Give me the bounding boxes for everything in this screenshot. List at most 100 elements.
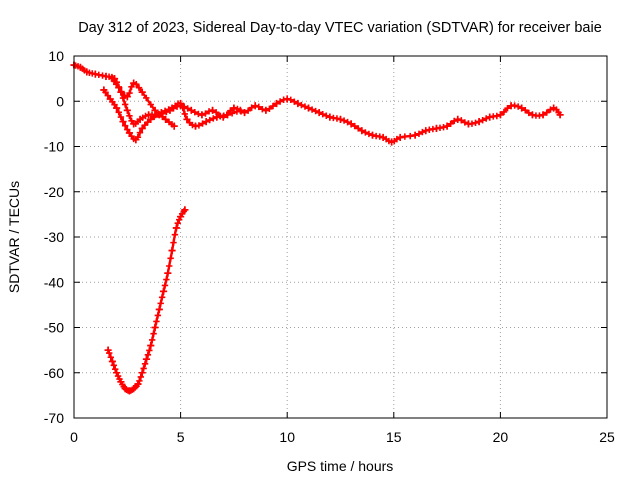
data-point: [283, 95, 291, 103]
data-point-marker: [340, 117, 348, 124]
data-point-marker: [143, 94, 150, 102]
data-point: [262, 106, 270, 114]
data-point-marker: [153, 318, 160, 325]
data-point: [475, 118, 483, 126]
data-point-marker: [135, 84, 143, 91]
x-tick-label: 15: [386, 429, 402, 445]
data-point: [208, 106, 217, 114]
data-point: [147, 342, 155, 350]
data-point-marker: [195, 110, 202, 118]
y-tick-label: -50: [44, 320, 64, 336]
data-point: [528, 111, 536, 119]
data-point: [121, 384, 129, 393]
data-point: [172, 224, 180, 232]
data-point: [151, 106, 159, 114]
data-point-marker: [415, 130, 423, 137]
data-point: [132, 136, 140, 144]
data-point: [388, 138, 396, 146]
data-point-marker: [220, 112, 227, 119]
series-mid-loop: [108, 75, 178, 130]
data-point-marker: [202, 110, 209, 117]
data-point-marker: [136, 129, 144, 136]
data-point-marker: [179, 104, 187, 111]
data-point: [496, 111, 504, 119]
x-tick-label: 0: [70, 429, 78, 445]
data-point-marker: [126, 112, 133, 120]
data-point: [125, 387, 134, 395]
data-point-marker: [126, 89, 133, 97]
x-tick-label: 25: [599, 429, 615, 445]
data-point: [162, 115, 170, 123]
data-point: [102, 72, 110, 80]
data-point: [191, 122, 200, 130]
data-point: [202, 118, 210, 126]
data-point: [550, 104, 558, 112]
data-point-marker: [141, 360, 149, 367]
data-point: [336, 115, 345, 123]
data-point: [108, 357, 116, 366]
data-point: [168, 246, 176, 255]
data-point: [138, 124, 146, 132]
y-tick-label: -30: [44, 229, 64, 245]
data-point: [130, 384, 138, 393]
series-line: [72, 63, 562, 144]
data-point: [136, 115, 144, 123]
data-point-marker: [333, 115, 341, 122]
data-point: [251, 102, 259, 110]
data-point: [125, 129, 134, 137]
data-point: [159, 287, 168, 295]
data-point-marker: [407, 132, 414, 140]
data-point-marker: [146, 347, 153, 354]
series-early-loop: [100, 86, 244, 144]
data-point: [315, 108, 323, 117]
data-point-marker: [150, 330, 157, 337]
y-tick-label: -40: [44, 274, 64, 290]
data-point: [294, 99, 302, 108]
x-tick-label: 10: [279, 429, 295, 445]
data-point-marker: [170, 239, 177, 246]
series-low-branch: [104, 206, 189, 395]
data-point: [168, 104, 176, 112]
series-line: [111, 77, 176, 128]
data-point: [539, 111, 547, 119]
data-point-marker: [376, 133, 383, 140]
data-point: [138, 369, 146, 377]
data-point: [507, 102, 515, 110]
data-point: [108, 75, 116, 83]
data-point: [113, 104, 121, 112]
data-point: [119, 118, 127, 126]
data-point-marker: [181, 110, 188, 118]
data-point: [183, 115, 191, 123]
data-point-marker: [121, 101, 129, 108]
data-point: [151, 323, 159, 332]
data-point-marker: [110, 362, 117, 369]
data-point: [104, 346, 112, 354]
data-point-marker: [259, 106, 266, 113]
data-point-marker: [121, 122, 129, 129]
data-point-marker: [158, 294, 166, 301]
y-tick-label: 10: [48, 48, 64, 64]
data-point-marker: [154, 312, 162, 319]
data-point: [326, 113, 334, 121]
data-point-marker: [174, 219, 181, 227]
chart-title: Day 312 of 2023, Sidereal Day-to-day VTE…: [78, 20, 602, 36]
data-point-marker: [161, 107, 169, 115]
data-point-marker: [144, 351, 152, 359]
data-point: [304, 104, 313, 112]
y-tick-label: -10: [44, 139, 64, 155]
x-tick-label: 20: [493, 429, 509, 445]
data-point: [454, 115, 462, 123]
data-point: [142, 355, 151, 363]
data-point: [213, 113, 221, 121]
data-point: [443, 122, 451, 130]
data-point: [123, 93, 131, 101]
data-point-marker: [147, 101, 154, 108]
data-point: [138, 88, 146, 96]
data-point: [368, 131, 377, 139]
data-point: [422, 127, 430, 135]
data-point: [432, 124, 441, 132]
data-point: [113, 369, 121, 377]
data-point-marker: [543, 109, 550, 116]
data-point: [106, 95, 114, 103]
